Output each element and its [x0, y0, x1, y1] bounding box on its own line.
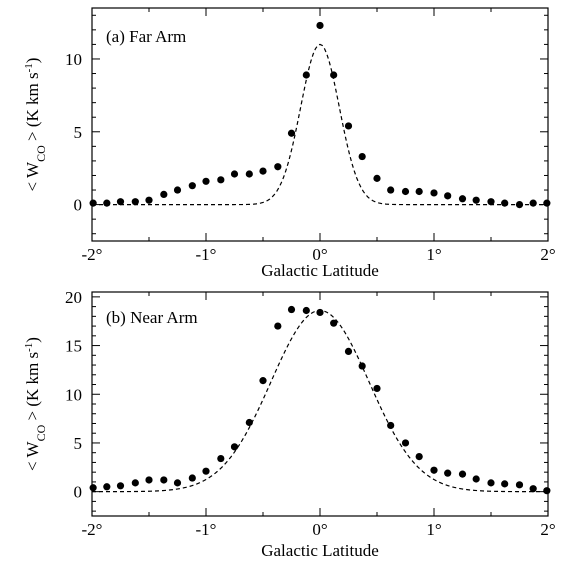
- x-axis-title: Galactic Latitude: [261, 541, 379, 560]
- data-point: [217, 176, 225, 184]
- data-point: [259, 167, 267, 175]
- data-point: [430, 189, 438, 197]
- x-tick-label: 2°: [540, 520, 555, 539]
- data-point: [173, 186, 182, 194]
- data-point: [302, 306, 310, 315]
- data-point: [274, 163, 282, 171]
- data-point: [543, 487, 551, 495]
- y-tick-label: 15: [65, 337, 82, 356]
- x-axis-title: Galactic Latitude: [261, 261, 379, 280]
- x-tick-label: 1°: [426, 520, 441, 539]
- y-tick-label: 10: [65, 385, 82, 404]
- data-point: [116, 482, 125, 490]
- data-point: [103, 483, 111, 491]
- data-point: [89, 484, 97, 492]
- data-point: [302, 71, 310, 79]
- data-point: [529, 485, 537, 493]
- panel-label: (b) Near Arm: [106, 308, 198, 327]
- data-point: [103, 199, 111, 207]
- data-point: [188, 474, 196, 482]
- data-point: [444, 469, 452, 477]
- data-point: [160, 190, 168, 198]
- data-point: [415, 452, 423, 461]
- data-point: [444, 192, 452, 200]
- data-point: [89, 199, 97, 207]
- y-tick-label: 0: [74, 196, 83, 215]
- model-curve: [92, 309, 548, 493]
- data-point: [373, 384, 381, 393]
- data-point: [287, 305, 296, 314]
- y-axis-title: < WCO > (K km s-1): [23, 337, 48, 471]
- data-point: [245, 170, 253, 178]
- data-point: [401, 439, 410, 447]
- model-curve: [92, 43, 548, 206]
- data-point: [515, 481, 524, 489]
- data-point: [344, 347, 353, 356]
- data-point: [330, 319, 338, 327]
- y-axis-title: < WCO > (K km s-1): [23, 58, 48, 192]
- data-point: [245, 418, 253, 427]
- data-point: [358, 362, 366, 370]
- data-point: [458, 470, 467, 478]
- data-point: [230, 170, 239, 178]
- data-point: [131, 198, 139, 206]
- data-point: [387, 421, 395, 430]
- data-point: [188, 182, 196, 190]
- y-tick-label: 20: [65, 288, 82, 307]
- data-point: [274, 322, 282, 330]
- x-tick-label: -2°: [82, 245, 103, 264]
- data-point: [344, 122, 353, 130]
- data-point: [173, 479, 182, 487]
- data-point: [387, 186, 395, 194]
- data-point: [287, 129, 296, 137]
- data-point: [501, 480, 509, 488]
- x-tick-label: 2°: [540, 245, 555, 264]
- x-tick-label: -1°: [196, 520, 217, 539]
- data-point: [415, 187, 423, 196]
- data-point: [358, 152, 366, 161]
- data-point: [131, 479, 139, 487]
- data-point: [401, 187, 410, 196]
- data-point: [430, 466, 438, 474]
- data-point: [472, 475, 480, 483]
- data-point: [217, 454, 225, 463]
- panel-far-arm: -2° -1° 0° 1° 2° 0 5 10 Galactic Latitude < WCO >…: [23, 7, 556, 280]
- panel-near-arm: -2° -1° 0° 1° 2° 0 5 10 15 20 Galactic Latitude < W…: [23, 288, 556, 560]
- data-point: [145, 196, 153, 204]
- y-tick-label: 5: [74, 123, 83, 142]
- data-point: [373, 174, 381, 182]
- data-point: [202, 177, 210, 185]
- data-point: [316, 21, 324, 30]
- data-point: [529, 199, 537, 207]
- data-point: [487, 198, 495, 206]
- data-point: [202, 467, 210, 475]
- y-tick-label: 10: [65, 50, 82, 69]
- y-tick-label: 0: [74, 483, 83, 502]
- data-point: [145, 476, 153, 484]
- x-tick-label: -1°: [196, 245, 217, 264]
- data-point: [160, 476, 168, 484]
- data-point: [458, 195, 467, 203]
- data-point: [501, 199, 509, 207]
- x-tick-label: 0°: [312, 245, 327, 264]
- x-tick-label: 1°: [426, 245, 441, 264]
- data-point: [259, 377, 267, 385]
- data-point: [472, 196, 480, 204]
- x-tick-label: -2°: [82, 520, 103, 539]
- data-point: [116, 198, 125, 206]
- data-point: [230, 443, 239, 451]
- data-point: [543, 199, 551, 207]
- y-tick-label: 5: [74, 434, 83, 453]
- data-point: [330, 71, 338, 79]
- x-tick-label: 0°: [312, 520, 327, 539]
- data-point: [487, 479, 495, 487]
- panel-label: (a) Far Arm: [106, 27, 186, 46]
